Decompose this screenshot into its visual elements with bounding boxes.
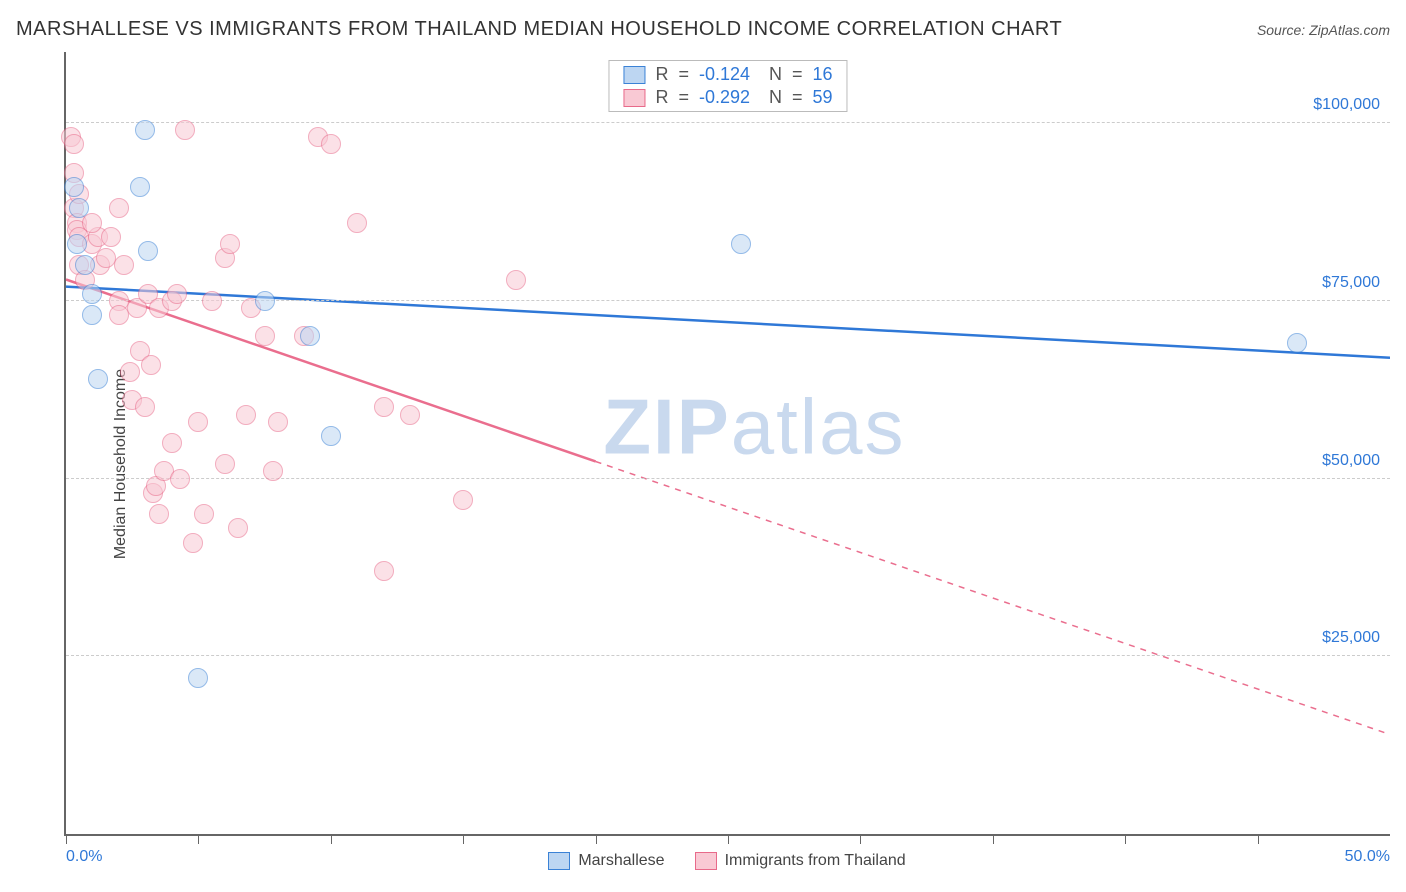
legend-swatch: [623, 89, 645, 107]
source-prefix: Source:: [1257, 22, 1309, 38]
stat-eq: =: [792, 87, 803, 108]
data-point: [75, 255, 95, 275]
legend-label: Marshallese: [578, 852, 664, 870]
legend-item: Marshallese: [548, 852, 664, 870]
y-tick-label: $75,000: [1322, 274, 1380, 292]
stat-n-label: N: [769, 64, 782, 85]
stats-row: R = -0.124 N = 16: [609, 63, 846, 86]
trend-lines-layer: [66, 52, 1390, 834]
stat-eq: =: [678, 64, 689, 85]
legend-swatch: [623, 66, 645, 84]
data-point: [67, 234, 87, 254]
data-point: [374, 561, 394, 581]
data-point: [374, 397, 394, 417]
x-tick: [1125, 834, 1126, 844]
stats-row: R = -0.292 N = 59: [609, 86, 846, 109]
data-point: [64, 134, 84, 154]
gridline: [66, 655, 1390, 656]
data-point: [109, 198, 129, 218]
stat-r-value: -0.124: [699, 64, 759, 85]
stat-eq: =: [678, 87, 689, 108]
stats-legend-box: R = -0.124 N = 16 R = -0.292 N = 59: [608, 60, 847, 112]
legend-item: Immigrants from Thailand: [695, 852, 906, 870]
data-point: [69, 198, 89, 218]
data-point: [183, 533, 203, 553]
trend-line-dashed: [596, 461, 1390, 734]
data-point: [255, 326, 275, 346]
data-point: [268, 412, 288, 432]
legend-swatch: [695, 852, 717, 870]
data-point: [88, 369, 108, 389]
data-point: [82, 305, 102, 325]
data-point: [101, 227, 121, 247]
data-point: [130, 177, 150, 197]
stat-r-value: -0.292: [699, 87, 759, 108]
data-point: [138, 241, 158, 261]
stat-eq: =: [792, 64, 803, 85]
y-tick-label: $100,000: [1313, 96, 1380, 114]
data-point: [135, 120, 155, 140]
x-tick: [66, 834, 67, 844]
data-point: [82, 284, 102, 304]
data-point: [255, 291, 275, 311]
data-point: [141, 355, 161, 375]
data-point: [149, 504, 169, 524]
stat-r-label: R: [655, 64, 668, 85]
data-point: [1287, 333, 1307, 353]
plot-area: ZIPatlas R = -0.124 N = 16 R = -0.292 N = 59 $25,00…: [64, 52, 1390, 836]
data-point: [162, 433, 182, 453]
data-point: [175, 120, 195, 140]
data-point: [109, 305, 129, 325]
stat-n-label: N: [769, 87, 782, 108]
bottom-legend: Marshallese Immigrants from Thailand: [64, 852, 1390, 870]
y-tick-label: $50,000: [1322, 452, 1380, 470]
watermark-light: atlas: [731, 383, 906, 471]
stat-r-label: R: [655, 87, 668, 108]
x-tick: [993, 834, 994, 844]
data-point: [321, 426, 341, 446]
source-name: ZipAtlas.com: [1309, 22, 1390, 38]
data-point: [236, 405, 256, 425]
chart-container: Median Household Income ZIPatlas R=-0.12…: [16, 52, 1390, 876]
data-point: [321, 134, 341, 154]
stat-n-value: 16: [813, 64, 833, 85]
data-point: [188, 668, 208, 688]
data-point: [120, 362, 140, 382]
gridline: [66, 122, 1390, 123]
x-tick: [860, 834, 861, 844]
data-point: [135, 397, 155, 417]
data-point: [64, 177, 84, 197]
x-tick: [1258, 834, 1259, 844]
stat-n-value: 59: [813, 87, 833, 108]
data-point: [263, 461, 283, 481]
data-point: [215, 454, 235, 474]
data-point: [114, 255, 134, 275]
x-tick: [198, 834, 199, 844]
chart-title: MARSHALLESE VS IMMIGRANTS FROM THAILAND …: [16, 18, 1062, 41]
data-point: [453, 490, 473, 510]
x-tick: [331, 834, 332, 844]
data-point: [202, 291, 222, 311]
source-attribution: Source: ZipAtlas.com: [1257, 22, 1390, 38]
x-tick: [463, 834, 464, 844]
x-tick: [596, 834, 597, 844]
data-point: [194, 504, 214, 524]
data-point: [300, 326, 320, 346]
data-point: [506, 270, 526, 290]
data-point: [167, 284, 187, 304]
legend-label: Immigrants from Thailand: [725, 852, 906, 870]
data-point: [228, 518, 248, 538]
watermark-bold: ZIP: [603, 383, 730, 471]
watermark: ZIPatlas: [603, 382, 905, 473]
y-tick-label: $25,000: [1322, 629, 1380, 647]
data-point: [347, 213, 367, 233]
x-tick: [728, 834, 729, 844]
data-point: [188, 412, 208, 432]
data-point: [220, 234, 240, 254]
data-point: [170, 469, 190, 489]
data-point: [400, 405, 420, 425]
data-point: [96, 248, 116, 268]
legend-swatch: [548, 852, 570, 870]
data-point: [731, 234, 751, 254]
